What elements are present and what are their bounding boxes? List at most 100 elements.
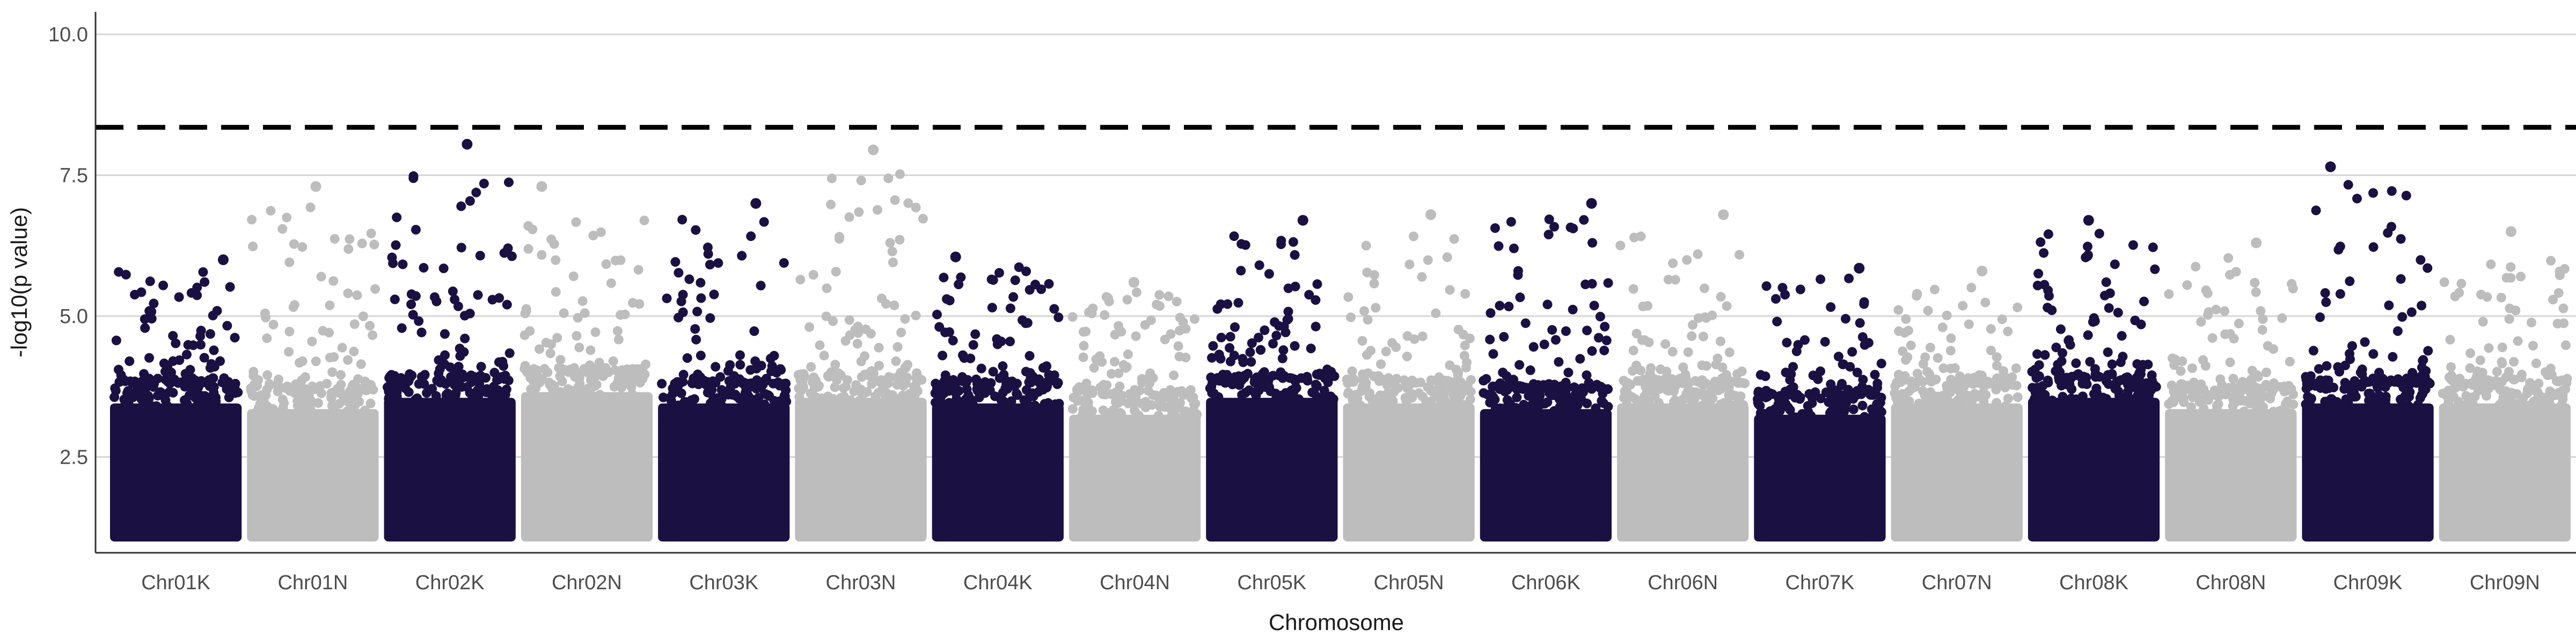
snp-point: [1595, 383, 1605, 393]
snp-point: [2251, 394, 2262, 405]
snp-point: [2218, 384, 2228, 394]
snp-point: [2099, 290, 2110, 301]
x-tick-label-Chr03K: Chr03K: [689, 572, 758, 594]
snp-point: [1945, 378, 1956, 389]
snp-point: [2388, 352, 2398, 362]
snp-point: [1782, 338, 1792, 348]
snp-point: [2257, 325, 2267, 335]
snp-point: [1445, 360, 1455, 370]
x-tick-label-Chr06K: Chr06K: [1511, 572, 1580, 594]
snp-point: [1584, 378, 1594, 388]
snp-point: [1381, 347, 1391, 357]
snp-point: [978, 378, 989, 389]
snp-point: [446, 372, 456, 382]
snp-point: [1423, 255, 1433, 265]
snp-point: [1005, 336, 1015, 347]
snp-point: [616, 310, 626, 320]
snp-point: [1871, 389, 1881, 399]
snp-point: [282, 381, 292, 391]
snp-point: [2192, 384, 2202, 394]
peak-point-Chr05N: [1425, 209, 1437, 220]
axes: [94, 12, 2576, 554]
x-tick-label-Chr06N: Chr06N: [1648, 572, 1718, 594]
snp-point: [591, 379, 602, 390]
snp-point: [845, 330, 855, 340]
snp-point: [1494, 241, 1504, 251]
snp-point: [1163, 291, 1174, 302]
x-tick-label-Chr07K: Chr07K: [1785, 572, 1855, 594]
snp-point: [277, 224, 288, 234]
snp-point: [1264, 382, 1275, 392]
snp-point: [1460, 340, 1470, 350]
snp-point: [2051, 342, 2061, 353]
snp-point: [2335, 289, 2345, 299]
snp-point: [2037, 393, 2047, 404]
snp-point: [2476, 289, 2486, 299]
snp-point: [343, 288, 353, 298]
snp-point: [298, 384, 308, 394]
snp-point: [769, 396, 779, 406]
snp-point: [123, 398, 134, 408]
snp-point: [2282, 396, 2293, 406]
snp-point: [2482, 378, 2492, 389]
snp-point: [1922, 367, 1933, 377]
snp-point: [1631, 328, 1642, 339]
snp-point: [1857, 332, 1868, 342]
snp-point: [292, 396, 303, 406]
snp-point: [2308, 346, 2318, 356]
snp-point: [942, 294, 952, 304]
snp-point: [628, 374, 638, 384]
snp-point: [1509, 243, 1519, 253]
snp-point: [327, 401, 337, 411]
snp-point: [1582, 325, 1592, 335]
snp-point: [2368, 349, 2379, 359]
snp-point: [2306, 393, 2316, 404]
snp-point: [2287, 279, 2297, 289]
snp-point: [1824, 397, 1834, 407]
snp-point: [965, 353, 976, 363]
snp-point: [1860, 412, 1870, 422]
snp-point: [1189, 405, 1199, 415]
snp-point: [1030, 400, 1040, 411]
snp-point: [860, 351, 870, 361]
snp-point: [2250, 277, 2260, 288]
snp-point: [174, 355, 185, 365]
snp-point: [410, 395, 420, 405]
snp-point: [1363, 368, 1373, 378]
snp-point: [2402, 374, 2412, 384]
snp-point: [1113, 389, 1123, 399]
snp-point: [705, 260, 715, 270]
snp-point: [1400, 393, 1410, 403]
snp-point: [613, 334, 624, 345]
snp-point: [2033, 268, 2044, 279]
snp-point: [2220, 306, 2230, 316]
snp-point: [2352, 194, 2362, 204]
snp-point: [1966, 282, 1977, 292]
snp-point: [149, 378, 159, 389]
snp-point: [2239, 406, 2249, 416]
snp-point: [557, 376, 567, 386]
snp-point: [1927, 393, 1937, 404]
snp-point: [1109, 357, 1119, 367]
snp-point: [2486, 259, 2496, 269]
snp-point: [1040, 399, 1050, 409]
snp-point: [2083, 330, 2093, 340]
snp-point: [1077, 410, 1087, 420]
snp-point: [885, 372, 895, 383]
snp-point: [1409, 231, 1419, 241]
snp-point: [406, 299, 416, 310]
snp-point: [2320, 288, 2330, 298]
snp-point: [1361, 378, 1371, 388]
snp-point: [2012, 302, 2023, 312]
snp-point: [830, 382, 840, 392]
snp-point: [2150, 264, 2160, 274]
snp-point: [2284, 383, 2294, 393]
snp-point: [1490, 223, 1500, 233]
snp-point: [262, 370, 273, 380]
snp-point: [1044, 370, 1054, 380]
snp-point: [208, 392, 218, 402]
snp-point: [2030, 364, 2040, 375]
snp-point: [2439, 277, 2449, 287]
snp-point: [676, 296, 686, 306]
snp-point: [2492, 367, 2502, 377]
